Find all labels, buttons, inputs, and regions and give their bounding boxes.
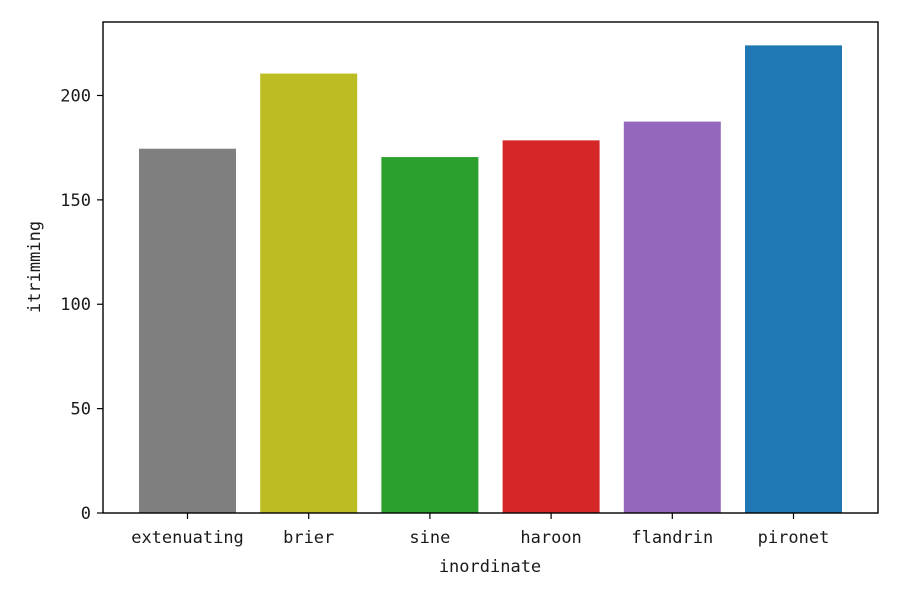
y-axis: 0 50 100 150 200 <box>60 86 103 524</box>
y-tick-label: 150 <box>60 191 91 211</box>
x-axis: extenuating brier sine haroon flandrin pirone… <box>131 513 829 548</box>
y-tick-label: 100 <box>60 295 91 315</box>
y-axis-title: itrimming <box>25 221 45 313</box>
x-axis-title: inordinate <box>439 557 541 577</box>
y-tick-label: 0 <box>81 504 91 524</box>
x-tick-label: extenuating <box>131 528 244 548</box>
bar-pironet <box>745 45 842 513</box>
x-tick-label: brier <box>283 528 334 548</box>
x-tick-label: haroon <box>520 528 581 548</box>
bars-group <box>139 45 842 513</box>
y-tick-label: 200 <box>60 86 91 106</box>
x-tick-label: pironet <box>758 528 830 548</box>
plot-frame <box>102 21 879 514</box>
bar-extenuating <box>139 148 236 513</box>
x-tick-label: flandrin <box>631 528 713 548</box>
bar-haroon <box>502 140 600 513</box>
y-tick-label: 50 <box>71 400 91 420</box>
bar-brier <box>260 73 358 513</box>
bar-sine <box>381 157 479 513</box>
bar-flandrin <box>623 121 721 513</box>
x-tick-label: sine <box>409 528 450 548</box>
